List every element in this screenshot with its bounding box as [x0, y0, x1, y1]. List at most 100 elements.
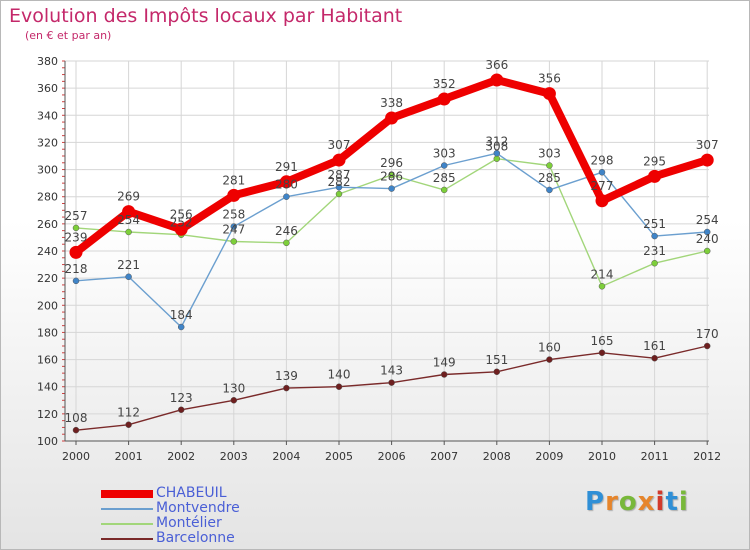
legend-label-barcelonne: Barcelonne — [156, 530, 235, 546]
data-label: 303 — [433, 147, 456, 161]
data-point — [125, 273, 132, 281]
data-label: 257 — [65, 209, 88, 223]
y-tick-label: 180 — [37, 326, 58, 339]
data-label: 312 — [485, 134, 508, 148]
data-label: 170 — [696, 327, 719, 341]
data-label: 307 — [696, 138, 719, 152]
y-tick-label: 160 — [37, 354, 58, 367]
data-point — [230, 238, 238, 245]
data-label: 307 — [328, 138, 351, 152]
data-point — [72, 277, 80, 285]
x-tick-label: 2000 — [62, 450, 90, 463]
data-label: 151 — [485, 353, 508, 367]
data-label: 231 — [643, 244, 666, 258]
axes: 100 120 140 160 180 200 220 240 260 280 300 320 340 3… — [37, 55, 721, 463]
data-label: 277 — [591, 179, 614, 193]
data-label: 139 — [275, 369, 298, 383]
data-label: 140 — [328, 368, 351, 382]
data-label: 165 — [591, 334, 614, 348]
data-point — [227, 188, 241, 202]
data-point — [122, 205, 136, 219]
x-tick-label: 2005 — [325, 450, 353, 463]
data-point — [332, 153, 346, 167]
data-point — [493, 155, 501, 162]
data-point — [651, 354, 658, 362]
data-point — [493, 150, 501, 157]
data-label: 251 — [643, 217, 666, 231]
data-point — [542, 87, 556, 101]
data-label: 295 — [643, 154, 666, 168]
x-tick-label: 2002 — [167, 450, 195, 463]
data-point — [72, 426, 80, 434]
data-label: 240 — [696, 232, 719, 246]
data-point — [125, 421, 132, 428]
data-point — [703, 342, 711, 350]
data-label: 258 — [222, 208, 245, 222]
data-label: 160 — [538, 341, 561, 355]
y-tick-label: 240 — [37, 245, 58, 258]
legend-swatch-montelier — [101, 523, 153, 525]
data-label: 184 — [170, 308, 193, 322]
chart-title: Evolution des Impôts locaux par Habitant — [9, 5, 403, 27]
legend-item-montelier: Montélier — [101, 515, 341, 532]
y-tick-label: 340 — [37, 109, 58, 122]
data-label: 108 — [65, 411, 88, 425]
data-label: 239 — [65, 230, 88, 244]
legend-swatch-chabeuil — [101, 490, 153, 498]
data-point — [69, 245, 83, 259]
data-label: 280 — [275, 178, 298, 192]
legend-item-chabeuil: CHABEUIL — [101, 485, 341, 502]
data-label: 112 — [117, 406, 140, 420]
data-point — [72, 224, 80, 232]
data-point — [490, 73, 504, 87]
logo-letter: o — [618, 487, 638, 517]
x-tick-label: 2010 — [588, 450, 616, 463]
data-label: 286 — [380, 170, 403, 184]
data-point — [700, 153, 714, 167]
data-label: 221 — [117, 258, 140, 272]
data-label: 296 — [380, 156, 403, 170]
data-point — [437, 92, 451, 106]
data-point — [651, 232, 658, 240]
data-label: 130 — [222, 381, 245, 395]
data-point — [230, 223, 238, 230]
data-label: 246 — [275, 224, 298, 238]
legend-label-chabeuil: CHABEUIL — [156, 485, 227, 501]
data-point — [598, 283, 606, 290]
data-point — [440, 162, 448, 169]
data-point — [335, 190, 343, 198]
data-point — [651, 259, 658, 267]
data-label: 256 — [170, 207, 193, 221]
data-label: 161 — [643, 339, 666, 353]
data-point — [598, 349, 606, 357]
data-label: 252 — [170, 216, 193, 230]
data-point — [388, 379, 395, 386]
data-label: 282 — [328, 175, 351, 189]
legend-item-montvendre: Montvendre — [101, 500, 341, 517]
y-tick-label: 360 — [37, 82, 58, 95]
y-tick-label: 120 — [37, 408, 58, 421]
data-label: 338 — [380, 96, 403, 110]
data-label: 254 — [117, 213, 140, 227]
legend-swatch-montvendre — [101, 508, 153, 510]
data-point — [493, 368, 501, 376]
y-tick-label: 140 — [37, 381, 58, 394]
logo-letter: i — [655, 487, 666, 517]
data-label: 149 — [433, 356, 456, 370]
data-point — [335, 383, 343, 390]
legend: CHABEUIL Montvendre Montélier Barcelonne — [101, 485, 341, 547]
y-tick-label: 320 — [37, 136, 58, 149]
data-point — [440, 371, 448, 378]
y-tick-label: 380 — [37, 55, 58, 68]
data-point — [283, 384, 290, 392]
data-label: 291 — [275, 160, 298, 174]
data-label: 254 — [696, 213, 719, 227]
data-point — [279, 175, 293, 189]
data-point — [125, 228, 132, 236]
data-label: 303 — [538, 147, 561, 161]
y-tick-label: 300 — [37, 164, 58, 177]
y-tick-label: 220 — [37, 272, 58, 285]
x-tick-label: 2001 — [115, 450, 143, 463]
